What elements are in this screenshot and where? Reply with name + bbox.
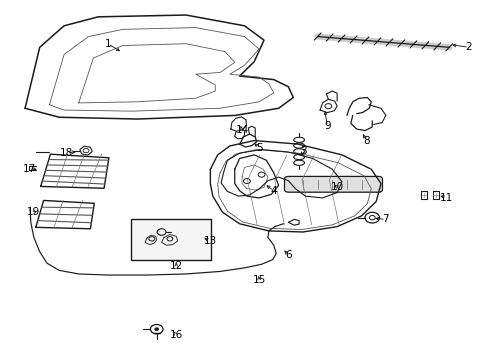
Text: 1: 1 [104,39,111,49]
Text: 11: 11 [439,193,452,203]
Text: 19: 19 [27,207,41,217]
Text: 12: 12 [169,261,183,271]
Text: 17: 17 [22,164,36,174]
Text: 14: 14 [235,125,248,135]
Text: 15: 15 [252,275,265,285]
Text: 16: 16 [169,330,183,340]
Text: 10: 10 [330,182,343,192]
Text: 8: 8 [363,136,369,145]
Text: 7: 7 [382,215,388,224]
Text: 9: 9 [324,121,330,131]
FancyBboxPatch shape [131,219,211,260]
Text: 4: 4 [270,186,277,196]
FancyBboxPatch shape [284,176,382,192]
Text: 13: 13 [203,236,217,246]
Text: 3: 3 [299,146,305,156]
Text: 5: 5 [255,143,262,153]
Text: 18: 18 [60,148,73,158]
Circle shape [155,328,158,330]
Text: 6: 6 [285,250,291,260]
Text: 2: 2 [465,42,471,52]
